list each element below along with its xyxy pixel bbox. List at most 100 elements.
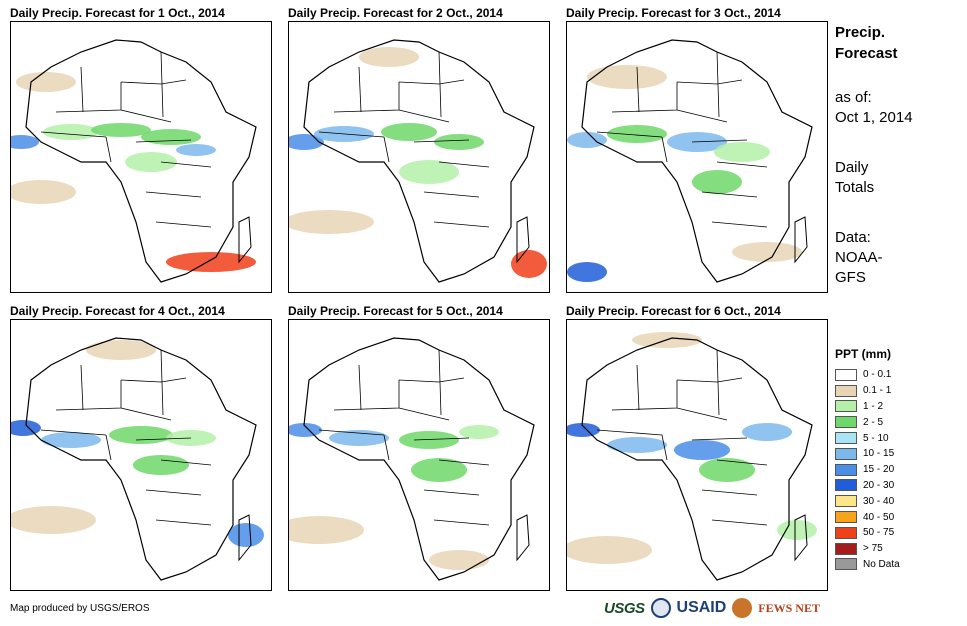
madagascar-outline	[794, 216, 808, 264]
sidebar-heading-line2: Forecast	[835, 45, 898, 62]
country-border	[55, 380, 122, 411]
precip-map	[288, 319, 550, 591]
logos: USGS USAID FEWS NET	[604, 596, 820, 620]
legend-swatch	[835, 542, 857, 555]
madagascar-outline	[238, 216, 252, 264]
fews-globe-icon	[732, 598, 753, 618]
legend-label: 40 - 50	[863, 511, 895, 523]
precip-area	[567, 536, 652, 564]
precip-area	[11, 180, 76, 204]
country-border	[80, 66, 84, 113]
madagascar-outline	[238, 514, 252, 562]
precip-area	[141, 129, 201, 145]
legend-label: 20 - 30	[863, 479, 895, 491]
panel-title: Daily Precip. Forecast for 2 Oct., 2014	[288, 6, 503, 20]
country-border	[145, 489, 202, 496]
country-border	[105, 434, 112, 461]
fews-net-logo: FEWS NET	[758, 600, 820, 615]
country-border	[438, 459, 490, 466]
country-border	[160, 459, 212, 466]
panel-title: Daily Precip. Forecast for 1 Oct., 2014	[10, 6, 225, 20]
legend-swatch	[835, 432, 857, 445]
legend-item: 15 - 20	[835, 462, 900, 478]
precip-area	[109, 426, 173, 444]
country-border	[398, 377, 465, 383]
asof-label: as of:	[835, 89, 872, 106]
country-border	[333, 380, 400, 411]
africa-map-drawing	[11, 39, 257, 283]
precip-area	[43, 124, 99, 140]
country-border	[661, 136, 668, 163]
country-border	[636, 66, 640, 113]
country-border	[676, 109, 728, 123]
country-border	[433, 519, 490, 526]
country-border	[160, 161, 212, 168]
legend-label: 5 - 10	[863, 432, 889, 444]
legend-swatch	[835, 526, 857, 539]
precip-area	[777, 520, 817, 540]
legend-swatch	[835, 495, 857, 508]
precip-area	[133, 455, 189, 475]
country-border	[120, 377, 187, 383]
country-border	[711, 519, 768, 526]
country-border	[716, 349, 720, 416]
country-border	[398, 407, 450, 421]
precip-area	[567, 262, 607, 282]
legend-label: 30 - 40	[863, 495, 895, 507]
precip-area	[329, 430, 389, 446]
precip-area	[567, 132, 607, 148]
country-border	[596, 429, 663, 436]
precip-area	[699, 458, 755, 482]
country-border	[596, 131, 663, 138]
precip-area	[429, 550, 489, 570]
madagascar-outline	[516, 514, 530, 562]
precip-area	[399, 431, 459, 449]
country-border	[40, 131, 107, 138]
precip-legend: PPT (mm) 0 - 0.1 0.1 - 1 1 - 2 2 - 5 5 - 10 1…	[835, 347, 900, 572]
precip-area	[11, 506, 96, 534]
country-border	[691, 437, 748, 441]
country-border	[676, 79, 743, 85]
country-border	[318, 131, 385, 138]
asof-date: Oct 1, 2014	[835, 109, 913, 126]
africa-map-drawing	[289, 39, 547, 283]
precip-area	[742, 423, 792, 441]
country-border	[383, 434, 390, 461]
country-border	[661, 434, 668, 461]
africa-coastline	[303, 39, 535, 283]
country-border	[80, 364, 84, 411]
country-border	[333, 82, 400, 113]
legend-item: 50 - 75	[835, 525, 900, 541]
legend-item: 0 - 0.1	[835, 367, 900, 383]
country-border	[413, 437, 470, 441]
country-border	[716, 51, 720, 118]
precip-area	[289, 210, 374, 234]
usaid-logo: USAID	[676, 599, 727, 616]
precip-area	[289, 423, 322, 437]
precip-area	[511, 250, 547, 278]
country-border	[398, 109, 450, 123]
legend-label: No Data	[863, 558, 900, 570]
country-border	[120, 79, 187, 85]
africa-map-drawing	[567, 332, 817, 581]
country-border	[160, 349, 164, 416]
legend-swatch	[835, 416, 857, 429]
country-border	[145, 191, 202, 198]
legend-item: 20 - 30	[835, 478, 900, 494]
country-border	[676, 407, 728, 421]
legend-rows: 0 - 0.1 0.1 - 1 1 - 2 2 - 5 5 - 10 10 - 15 15 …	[835, 367, 900, 572]
country-border	[611, 380, 678, 411]
legend-label: 0.1 - 1	[863, 385, 892, 397]
country-border	[423, 191, 480, 198]
legend-label: 1 - 2	[863, 400, 884, 412]
country-border	[691, 139, 748, 143]
precip-map	[566, 21, 828, 293]
legend-swatch	[835, 384, 857, 397]
precip-area	[166, 252, 256, 272]
legend-item: No Data	[835, 557, 900, 573]
usgs-logo: USGS	[604, 599, 645, 617]
africa-coastline	[25, 337, 257, 581]
legend-item: 0.1 - 1	[835, 383, 900, 399]
precip-area	[86, 340, 156, 360]
precip-area	[607, 125, 667, 143]
